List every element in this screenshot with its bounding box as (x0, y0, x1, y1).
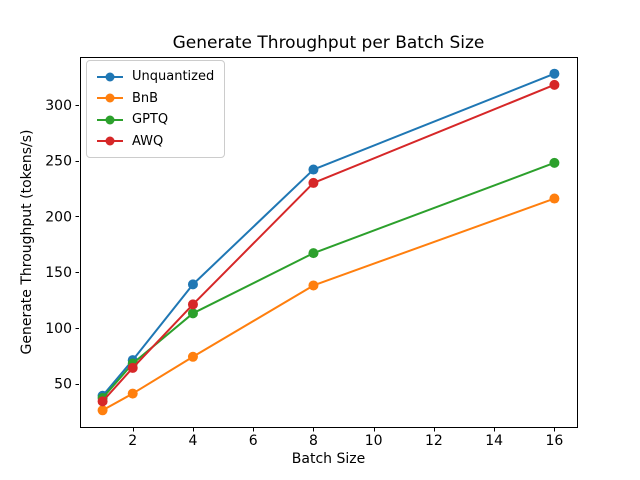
legend-item-bnb: BnB (95, 88, 214, 110)
legend-sample-line-icon (97, 72, 123, 82)
legend: Unquantized BnB GPTQ AWQ (86, 60, 226, 158)
series-marker-awq-x2 (127, 362, 138, 373)
x-tick-label: 6 (249, 433, 258, 449)
x-tick-label: 4 (188, 433, 197, 449)
x-tick-label: 10 (365, 433, 383, 449)
series-marker-gptq-x16 (549, 157, 560, 168)
series-marker-bnb-x8 (308, 280, 319, 291)
legend-sample-line-icon (97, 93, 123, 103)
series-marker-gptq-x8 (308, 248, 319, 259)
y-tick-label: 150 (45, 265, 72, 281)
legend-label: Unquantized (132, 69, 215, 85)
x-tick-label: 2 (128, 433, 137, 449)
x-tick-label: 8 (309, 433, 318, 449)
legend-item-gptq: GPTQ (95, 109, 214, 131)
y-axis-label: Generate Throughput (tokens/s) (19, 129, 35, 355)
series-marker-bnb-x1 (97, 405, 108, 416)
series-marker-awq-x4 (187, 299, 198, 310)
legend-sample-line-icon (97, 115, 123, 125)
legend-sample-line-icon (97, 136, 123, 146)
legend-item-unquantized: Unquantized (95, 66, 214, 88)
series-marker-awq-x16 (549, 79, 560, 90)
series-line-bnb (102, 197, 555, 412)
y-tick-label: 300 (45, 98, 72, 114)
x-tick-label: 12 (425, 433, 443, 449)
series-marker-bnb-x4 (187, 351, 198, 362)
legend-label: GPTQ (132, 112, 169, 128)
series-marker-bnb-x2 (127, 388, 138, 399)
series-marker-unquantized-x16 (549, 68, 560, 79)
x-axis-label: Batch Size (291, 451, 366, 467)
y-tick-label: 250 (45, 154, 72, 170)
legend-label: BnB (132, 90, 159, 106)
y-tick-label: 200 (45, 209, 72, 225)
series-marker-unquantized-x4 (187, 279, 198, 290)
series-marker-awq-x8 (308, 177, 319, 188)
chart-title: Generate Throughput per Batch Size (172, 33, 485, 53)
series-marker-bnb-x16 (549, 193, 560, 204)
series-marker-gptq-x4 (187, 308, 198, 319)
series-marker-unquantized-x8 (308, 164, 319, 175)
x-tick-label: 16 (545, 433, 563, 449)
y-tick-label: 50 (54, 377, 72, 393)
series-marker-awq-x1 (97, 396, 108, 407)
legend-item-awq: AWQ (95, 131, 214, 153)
legend-label: AWQ (132, 133, 164, 149)
axes-frame (80, 57, 578, 428)
y-tick-label: 100 (45, 321, 72, 337)
x-tick-label: 14 (485, 433, 503, 449)
